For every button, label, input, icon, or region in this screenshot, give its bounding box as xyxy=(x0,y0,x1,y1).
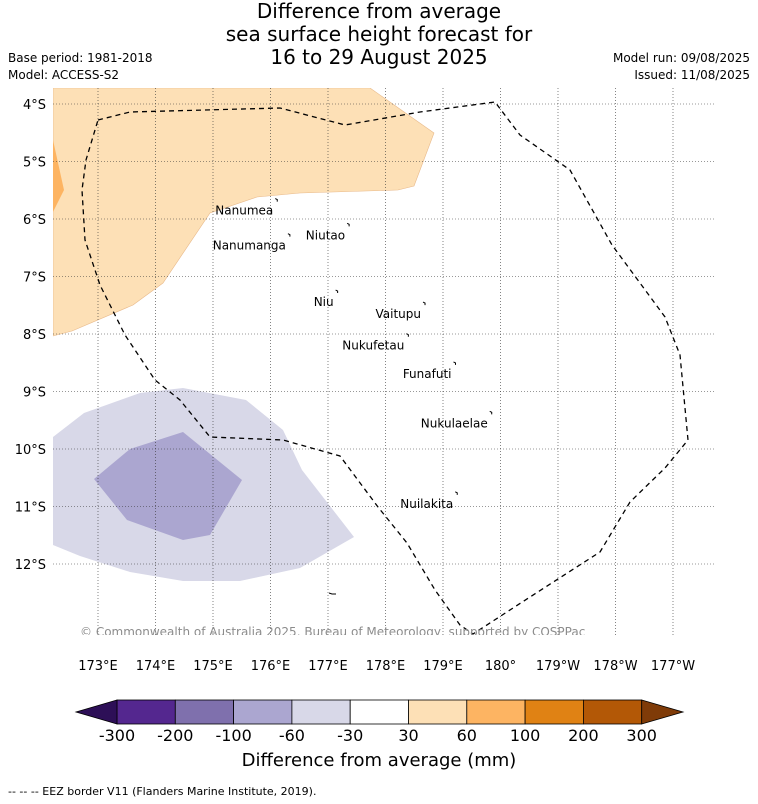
colorbar-segment xyxy=(291,699,351,725)
island-label: Nuilakita xyxy=(400,497,453,511)
lat-tick-label: 12°S xyxy=(15,558,46,573)
island-label: Niu xyxy=(314,295,334,309)
lat-tick-label: 8°S xyxy=(23,328,46,343)
colorbar-tick-label: 60 xyxy=(457,726,477,745)
island-marker xyxy=(287,233,291,237)
meta-left: Base period: 1981-2018 Model: ACCESS-S2 xyxy=(8,50,153,84)
island-marker xyxy=(275,198,278,202)
colorbar: -300 -200 -100 -60 -30 30 60 100 200 300 xyxy=(74,699,685,745)
colorbar-tick-label: 100 xyxy=(510,726,541,745)
lon-tick-label: 180° xyxy=(485,659,516,674)
island-label: Funafuti xyxy=(403,367,452,381)
chart-title: Difference from average sea surface heig… xyxy=(0,0,758,69)
model-run: Model run: 09/08/2025 xyxy=(612,51,750,65)
anomaly-neg60-neg100-region xyxy=(94,432,242,540)
colorbar-tick-label: 30 xyxy=(398,726,418,745)
island-marker xyxy=(455,491,458,495)
issued-date: Issued: 11/08/2025 xyxy=(634,68,750,82)
colorbar-tick-label: -200 xyxy=(157,726,193,745)
colorbar-segment xyxy=(233,699,293,725)
copyright-text: © Commonwealth of Australia 2025, Bureau… xyxy=(80,625,585,639)
lon-tick-label: 177°W xyxy=(651,659,695,674)
colorbar-tick-label: 300 xyxy=(626,726,657,745)
title-line-3: 16 to 29 August 2025 xyxy=(270,45,488,69)
lon-tick-label: 179°W xyxy=(536,659,580,674)
title-line-2: sea surface height forecast for xyxy=(225,22,533,46)
anomaly-60-100-region xyxy=(53,140,64,212)
lat-tick-label: 4°S xyxy=(23,98,46,113)
colorbar-segment xyxy=(524,699,584,725)
colorbar-tick-label: -100 xyxy=(215,726,251,745)
lon-tick-label: 178°E xyxy=(366,659,406,674)
colorbar-tick-label: 200 xyxy=(568,726,599,745)
model-name: Model: ACCESS-S2 xyxy=(8,68,120,82)
island-label: Nukufetau xyxy=(342,339,404,353)
colorbar-segment xyxy=(408,699,468,725)
island-marker xyxy=(489,410,493,415)
longitude-labels: 173°E 174°E 175°E 176°E 177°E 178°E 179°E 180° 1… xyxy=(78,659,695,674)
lon-tick-label: 174°E xyxy=(136,659,176,674)
lat-tick-label: 7°S xyxy=(23,271,46,286)
island-label: Nanumanga xyxy=(213,239,286,253)
meta-right: Model run: 09/08/2025 Issued: 11/08/2025 xyxy=(613,50,750,84)
island-markers xyxy=(275,198,493,495)
colorbar-tick-label: -30 xyxy=(337,726,363,745)
lat-tick-label: 11°S xyxy=(15,501,46,516)
lat-tick-label: 10°S xyxy=(15,443,46,458)
lat-tick-label: 6°S xyxy=(23,213,46,228)
colorbar-label: Difference from average (mm) xyxy=(242,750,517,771)
island-marker xyxy=(335,289,339,294)
islet-shape xyxy=(328,592,336,595)
colorbar-segment xyxy=(466,699,526,725)
colorbar-min-extension xyxy=(74,699,118,725)
anomaly-30-60-region xyxy=(53,88,435,337)
colorbar-segment xyxy=(116,699,176,725)
lon-tick-label: 179°E xyxy=(423,659,463,674)
lon-tick-label: 178°W xyxy=(593,659,637,674)
lon-tick-label: 177°E xyxy=(308,659,348,674)
island-marker xyxy=(422,301,426,306)
lon-tick-label: 176°E xyxy=(251,659,291,674)
island-label: Nukulaelae xyxy=(421,416,488,430)
map-area: © Commonwealth of Australia 2025, Bureau… xyxy=(53,88,714,639)
lat-tick-label: 9°S xyxy=(23,386,46,401)
island-label: Nanumea xyxy=(215,204,273,218)
island-marker xyxy=(346,222,350,227)
colorbar-segment xyxy=(583,699,643,725)
map-grid xyxy=(53,88,714,635)
colorbar-tick-label: -60 xyxy=(279,726,305,745)
lat-tick-label: 5°S xyxy=(23,156,46,171)
colorbar-segment xyxy=(174,699,235,725)
colorbar-tick-label: -300 xyxy=(99,726,135,745)
title-line-1: Difference from average xyxy=(256,0,502,23)
latitude-labels: 4°S 5°S 6°S 7°S 8°S 9°S 10°S 11°S 12°S xyxy=(15,98,46,573)
lon-tick-label: 175°E xyxy=(193,659,233,674)
colorbar-max-extension xyxy=(641,699,685,725)
island-marker xyxy=(406,333,409,337)
island-marker xyxy=(453,361,456,365)
eez-legend-footer: -- -- -- EEZ border V11 (Flanders Marine… xyxy=(8,785,317,798)
colorbar-segment xyxy=(349,699,409,725)
base-period: Base period: 1981-2018 xyxy=(8,51,153,65)
island-label: Niutao xyxy=(306,228,345,242)
lon-tick-label: 173°E xyxy=(78,659,118,674)
eez-border xyxy=(81,101,689,635)
island-labels: Nanumea Nanumanga Niutao Niu Vaitupu Nukufeta… xyxy=(213,204,488,511)
island-label: Vaitupu xyxy=(376,307,422,321)
